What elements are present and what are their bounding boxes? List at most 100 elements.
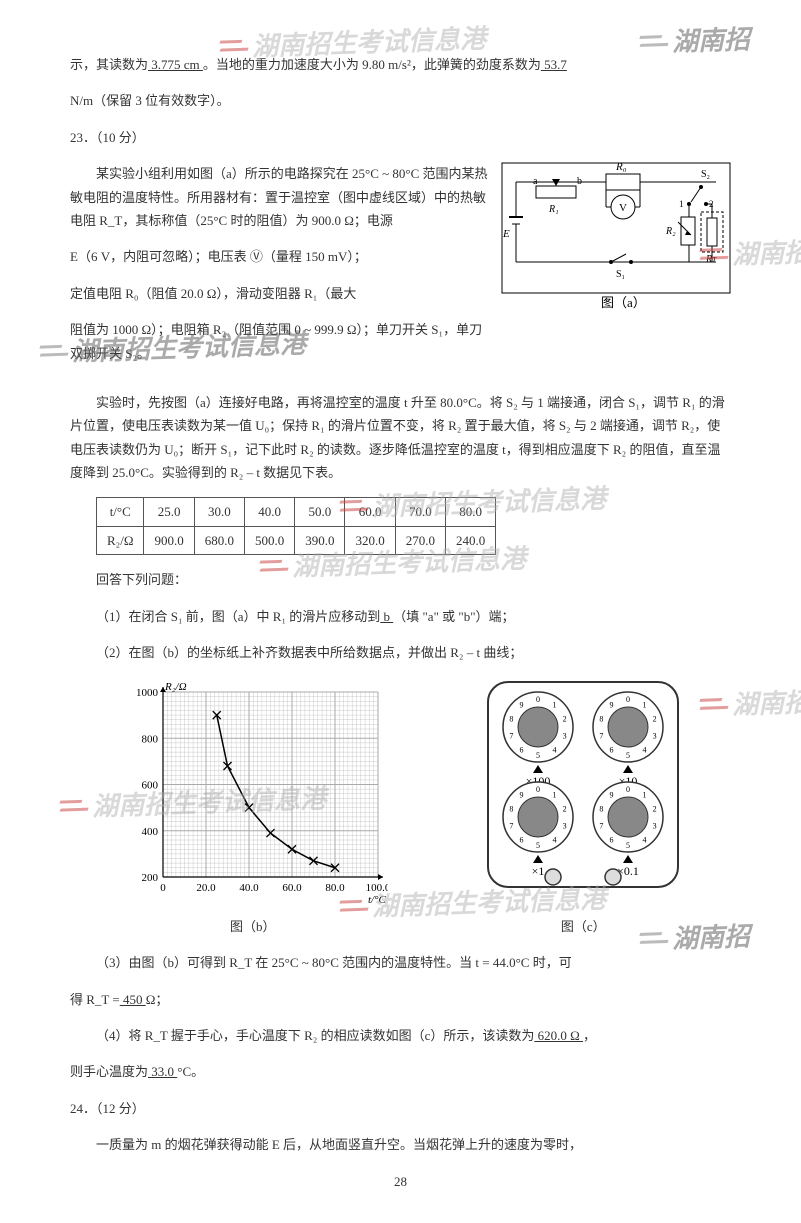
svg-text:5: 5 [536,841,540,850]
blank-q4b: 33.0 [148,1064,177,1079]
svg-text:80.0: 80.0 [325,882,345,894]
svg-text:4: 4 [553,836,557,845]
svg-text:6: 6 [610,836,614,845]
svg-text:7: 7 [600,732,604,741]
svg-text:0: 0 [626,695,630,704]
q23-q4: （4）将 R_T 握于手心，手心温度下 R₂ 的相应读数如图（c）所示，该读数为… [70,1024,731,1047]
table-cell: 80.0 [445,498,495,526]
svg-text:×1: ×1 [532,864,545,878]
svg-text:0: 0 [626,785,630,794]
blank-q1: b [380,609,393,624]
q23-q3a: （3）由图（b）可得到 R_T 在 25°C ~ 80°C 范围内的温度特性。当… [70,951,731,974]
svg-text:5: 5 [626,751,630,760]
svg-text:6: 6 [520,746,524,755]
table-cell: R₂/Ω [97,526,144,554]
svg-text:0: 0 [536,695,540,704]
blank-k: 53.7 [541,57,567,72]
svg-text:2: 2 [653,715,657,724]
answer-heading: 回答下列问题： [70,568,731,591]
svg-text:400: 400 [141,826,158,838]
svg-text:8: 8 [510,805,514,814]
svg-text:b: b [577,176,582,187]
svg-text:4: 4 [643,836,647,845]
svg-text:2: 2 [563,805,567,814]
text: （1）在闭合 S₁ 前，图（a）中 R₁ 的滑片应移动到 [96,609,380,624]
table-cell: 500.0 [244,526,294,554]
text: （填 "a" 或 "b"）端； [393,609,514,624]
text: 得 R_T = [70,992,120,1007]
q23-p3: 实验时，先按图（a）连接好电路，再将温控室的温度 t 升至 80.0°C。将 S… [70,391,731,485]
svg-text:3: 3 [563,822,567,831]
text: ， [583,1028,596,1043]
data-table: t/°C25.030.040.050.060.070.080.0 R₂/Ω900… [96,497,496,555]
svg-text:800: 800 [141,734,158,746]
svg-text:S₁: S₁ [616,269,625,280]
svg-text:S₂: S₂ [701,169,710,180]
svg-text:0: 0 [160,882,166,894]
table-cell: 25.0 [144,498,194,526]
svg-text:1: 1 [553,791,557,800]
table-cell: 240.0 [445,526,495,554]
exam-page: 湖南招生考试信息港湖南招湖南招生考湖南招生考试信息港湖南招生考试信息港湖南招生考… [0,0,801,1223]
blank-reading: 3.775 cm [148,57,203,72]
q24-p1: 一质量为 m 的烟花弹获得动能 E 后，从地面竖直升空。当烟花弹上升的速度为零时… [70,1133,731,1156]
chart-caption: 图（b） [118,915,388,938]
circuit-figure: R₀ V S₂ 1 2 R₂ Rᴛ [501,162,731,319]
table-cell: 70.0 [395,498,445,526]
svg-text:600: 600 [141,780,158,792]
page-number: 28 [70,1170,731,1193]
q23-p2c: 阻值为 1000 Ω）；电阻箱 R₂（阻值范围 0 ~ 999.9 Ω）；单刀开… [70,318,731,365]
svg-text:9: 9 [520,701,524,710]
text: °C。 [177,1064,204,1079]
svg-text:5: 5 [536,751,540,760]
q23-heading: 23．（10 分） [70,126,731,149]
table-cell: t/°C [97,498,144,526]
svg-text:a: a [533,176,538,187]
text: Ω； [146,992,169,1007]
resistor-box-svg: 0123456789×1000123456789×100123456789×10… [483,677,683,907]
svg-text:1000: 1000 [136,687,159,699]
table-cell: 30.0 [194,498,244,526]
text: （4）将 R_T 握于手心，手心温度下 R₂ 的相应读数如图（c）所示，该读数为 [96,1028,534,1043]
svg-text:5: 5 [626,841,630,850]
svg-text:4: 4 [553,746,557,755]
svg-text:6: 6 [520,836,524,845]
svg-text:2: 2 [563,715,567,724]
svg-text:R₀: R₀ [615,162,627,173]
svg-text:R₂/Ω: R₂/Ω [164,681,187,693]
svg-text:1: 1 [553,701,557,710]
table-cell: 320.0 [345,526,395,554]
intro-line-1: N/m（保留 3 位有效数字）。 [70,89,731,112]
svg-text:1: 1 [679,199,684,209]
circuit-caption: 图（a） [601,295,646,310]
svg-text:6: 6 [610,746,614,755]
table-cell: 270.0 [395,526,445,554]
table-cell: 60.0 [345,498,395,526]
blank-q4a: 620.0 Ω [534,1028,583,1043]
svg-text:20.0: 20.0 [196,882,216,894]
svg-text:7: 7 [510,732,514,741]
svg-text:E: E [502,228,510,240]
svg-text:9: 9 [610,701,614,710]
svg-text:2: 2 [653,805,657,814]
svg-text:9: 9 [520,791,524,800]
circuit-svg: R₀ V S₂ 1 2 R₂ Rᴛ [501,162,731,312]
svg-text:1: 1 [643,791,647,800]
text: 则手心温度为 [70,1064,148,1079]
svg-text:R₂: R₂ [665,226,676,237]
table-cell: 40.0 [244,498,294,526]
svg-text:3: 3 [563,732,567,741]
text: 示，其读数为 [70,57,148,72]
svg-text:7: 7 [510,822,514,831]
svg-text:3: 3 [653,822,657,831]
text: 。当地的重力加速度大小为 9.80 m/s²，此弹簧的劲度系数为 [203,57,541,72]
svg-text:9: 9 [610,791,614,800]
svg-text:7: 7 [600,822,604,831]
table-cell: 900.0 [144,526,194,554]
rbox-caption: 图（c） [483,915,683,938]
table-cell: 680.0 [194,526,244,554]
q23-q4c: 则手心温度为 33.0 °C。 [70,1060,731,1083]
resistor-box-figure: 0123456789×1000123456789×100123456789×10… [483,677,683,938]
table-cell: 390.0 [295,526,345,554]
chart-figure: 020.040.060.080.0100.02004006008001000t/… [118,677,388,938]
